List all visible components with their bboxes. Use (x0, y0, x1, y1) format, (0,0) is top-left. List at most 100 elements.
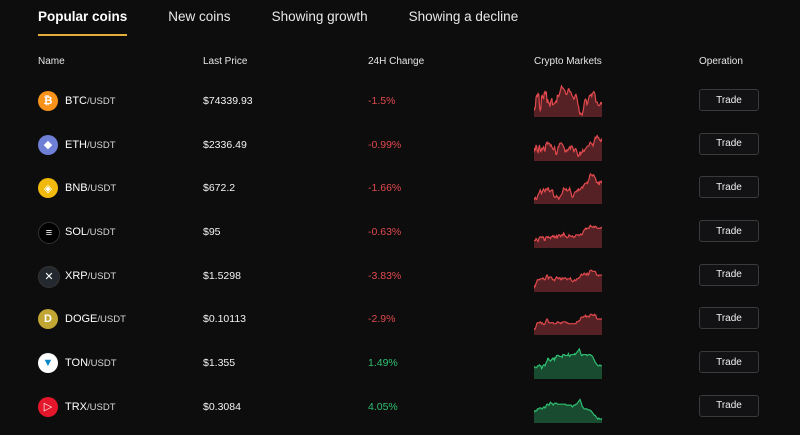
sparkline-chart (534, 85, 602, 117)
sparkline-line (534, 347, 602, 371)
trade-button[interactable]: Trade (699, 220, 759, 243)
sparkline-area (534, 314, 602, 336)
coin-symbol: XRP (65, 269, 88, 282)
trade-button[interactable]: Trade (699, 132, 759, 155)
coin-quote: /USDT (88, 358, 117, 370)
coin-pair-name[interactable]: BNB/USDT (65, 182, 116, 194)
sparkline-area (534, 225, 602, 249)
sparkline-chart (534, 347, 602, 380)
column-header-operation: Operation (699, 56, 743, 67)
last-price: $95 (203, 226, 221, 239)
sparkline-chart (534, 313, 602, 336)
coin-pair-name[interactable]: ETH/USDT (65, 139, 116, 151)
sparkline-chart (534, 134, 602, 161)
coin-quote: /USDT (87, 270, 117, 282)
sparkline-line (534, 224, 602, 243)
sparkline-line (534, 269, 602, 289)
sparkline-area (534, 270, 602, 292)
column-header-chart: Crypto Markets (534, 56, 602, 67)
sparkline-chart (534, 224, 602, 249)
tab-showing-growth[interactable]: Showing growth (271, 9, 368, 24)
sparkline-line (534, 398, 602, 421)
table-row[interactable]: D DOGE/USDT $0.10113 -2.9% Trade (0, 297, 800, 341)
coin-symbol: ETH (65, 138, 87, 151)
last-price: $672.2 (203, 182, 236, 195)
coin-pair-name[interactable]: TRX/USDT (65, 401, 116, 413)
coin-quote: /USDT (87, 401, 116, 413)
change-24h: 1.49% (368, 357, 398, 370)
change-24h: -1.5% (368, 95, 396, 107)
table-row[interactable]: ◆ ETH/USDT $2336.49 -0.99% Trade (0, 123, 800, 167)
tab-showing-decline[interactable]: Showing a decline (408, 9, 519, 24)
sol-icon: ≡ (38, 222, 60, 245)
sparkline-area (534, 135, 602, 161)
trade-button[interactable]: Trade (699, 394, 759, 417)
xrp-icon: ✕ (38, 265, 60, 288)
trade-button[interactable]: Trade (699, 351, 759, 374)
coin-symbol: TON (65, 357, 89, 370)
coin-quote: /USDT (87, 139, 116, 151)
sparkline-line (534, 313, 602, 331)
change-24h: 4.05% (368, 400, 398, 413)
coin-table: ₿ BTC/USDT $74339.93 -1.5% Trade ◆ ETH/USDT $23… (0, 79, 800, 429)
doge-icon: D (38, 309, 58, 330)
coin-symbol: BNB (65, 182, 88, 195)
coin-pair-name[interactable]: TON/USDT (65, 357, 117, 369)
trade-button[interactable]: Trade (699, 176, 759, 199)
table-header: Name Last Price 24H Change Crypto Market… (0, 56, 800, 68)
last-price: $0.3084 (203, 400, 241, 413)
coin-symbol: SOL (65, 226, 88, 239)
sparkline-chart (534, 173, 602, 205)
trade-button[interactable]: Trade (699, 263, 759, 286)
table-row[interactable]: ◈ BNB/USDT $672.2 -1.66% Trade (0, 166, 800, 210)
tab-new-coins[interactable]: New coins (168, 9, 231, 24)
change-24h: -0.63% (368, 226, 402, 239)
last-price: $0.10113 (203, 313, 247, 326)
tab-bar: Popular coins New coins Showing growth S… (38, 0, 559, 36)
last-price: $1.5298 (203, 269, 241, 282)
change-24h: -0.99% (368, 138, 402, 151)
sparkline-chart (534, 269, 602, 292)
sparkline-area (534, 86, 602, 117)
coin-quote: /USDT (97, 314, 126, 326)
table-row[interactable]: ▼ TON/USDT $1.355 1.49% Trade (0, 341, 800, 385)
sparkline-area (534, 399, 602, 423)
coin-pair-name[interactable]: XRP/USDT (65, 270, 116, 282)
column-header-change: 24H Change (368, 56, 425, 67)
trade-button[interactable]: Trade (699, 89, 759, 111)
sparkline-line (534, 134, 602, 157)
trx-icon: ▷ (38, 396, 58, 417)
ton-icon: ▼ (38, 353, 58, 374)
sparkline-line (534, 85, 602, 117)
table-row[interactable]: ≡ SOL/USDT $95 -0.63% Trade (0, 210, 800, 254)
last-price: $1.355 (203, 357, 236, 370)
table-row[interactable]: ₿ BTC/USDT $74339.93 -1.5% Trade (0, 79, 800, 123)
change-24h: -3.83% (368, 269, 402, 282)
coin-symbol: DOGE (65, 313, 98, 326)
eth-icon: ◆ (38, 134, 58, 155)
coin-pair-name[interactable]: SOL/USDT (65, 226, 116, 238)
btc-icon: ₿ (38, 91, 58, 111)
table-row[interactable]: ▷ TRX/USDT $0.3084 4.05% Trade (0, 385, 800, 429)
sparkline-line (534, 173, 602, 201)
sparkline-chart (534, 398, 602, 423)
last-price: $2336.49 (203, 138, 247, 151)
trade-button[interactable]: Trade (699, 307, 759, 330)
coin-symbol: TRX (65, 400, 87, 413)
column-header-name: Name (38, 56, 65, 67)
coin-quote: /USDT (87, 183, 117, 195)
sparkline-area (534, 349, 602, 380)
last-price: $74339.93 (203, 95, 253, 107)
column-header-price: Last Price (203, 56, 248, 67)
tab-popular-coins[interactable]: Popular coins (38, 0, 128, 36)
change-24h: -2.9% (368, 313, 396, 326)
coin-pair-name[interactable]: BTC/USDT (65, 95, 116, 107)
table-row[interactable]: ✕ XRP/USDT $1.5298 -3.83% Trade (0, 254, 800, 298)
coin-pair-name[interactable]: DOGE/USDT (65, 313, 126, 325)
bnb-icon: ◈ (38, 178, 58, 199)
coin-quote: /USDT (87, 227, 116, 239)
change-24h: -1.66% (368, 182, 402, 195)
coin-symbol: BTC (65, 95, 87, 107)
coin-quote: /USDT (87, 96, 116, 107)
sparkline-area (534, 174, 602, 205)
